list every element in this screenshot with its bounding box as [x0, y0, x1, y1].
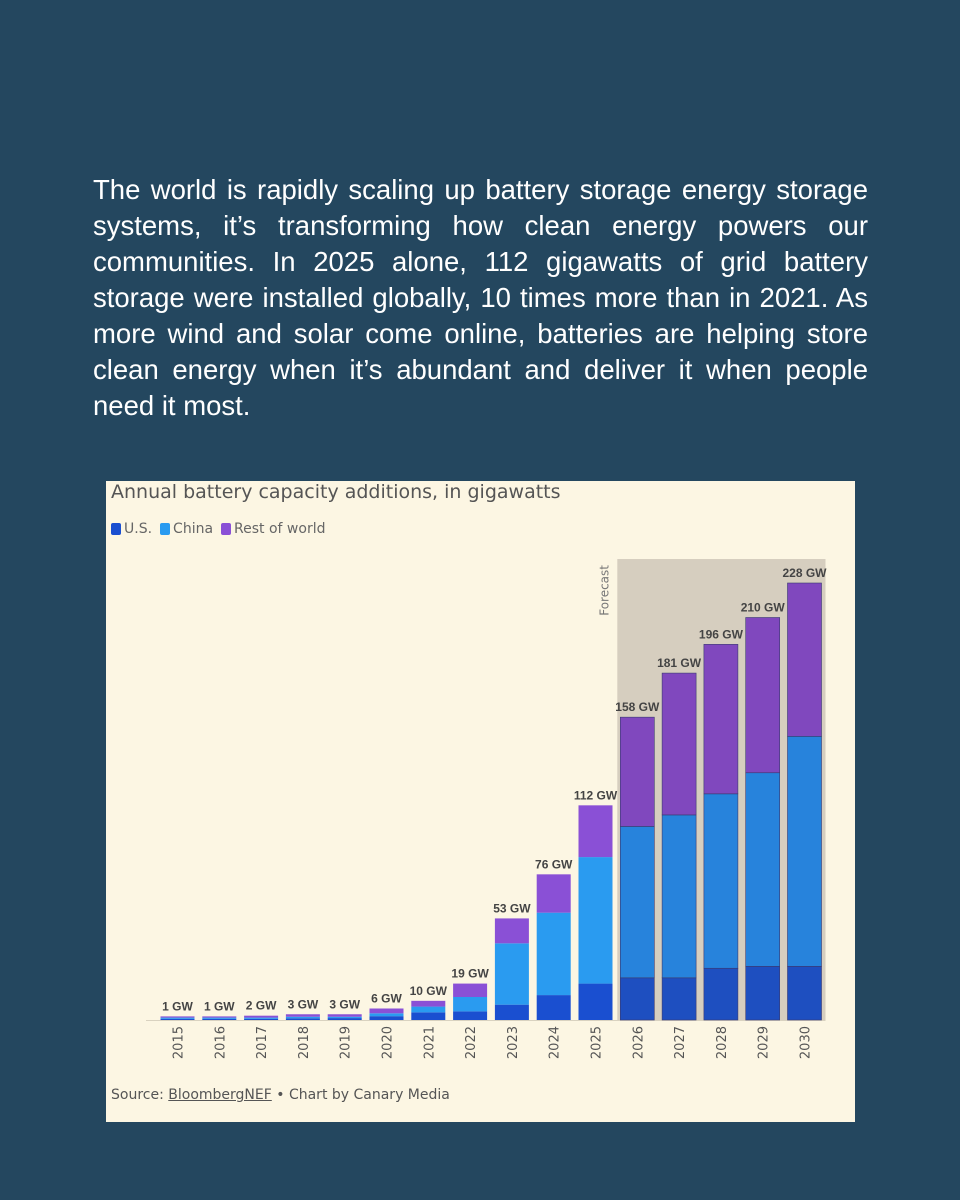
legend-swatch-us	[111, 523, 121, 535]
bar-rest-of-world-2025	[578, 805, 613, 858]
x-tick-2028: 2028	[715, 1026, 730, 1059]
bar-china-2018	[285, 1016, 320, 1019]
bar-rest-of-world-2020	[369, 1008, 404, 1014]
legend-item-rest-of-world: Rest of world	[221, 521, 325, 537]
chart-plot: Forecast 1 GW 2015 1 GW 2016 2 GW 2017 3 GW 2018…	[146, 559, 827, 1059]
bar-china-2029	[745, 772, 781, 967]
bar-us-2019	[327, 1018, 362, 1020]
bar-china-2022	[453, 997, 488, 1012]
total-label-2022: 19 GW	[451, 967, 489, 981]
bar-us-2027	[661, 977, 697, 1021]
bar-us-2023	[494, 1004, 529, 1020]
x-tick-2027: 2027	[673, 1026, 688, 1059]
bar-us-2025	[578, 983, 613, 1020]
bar-us-2026	[619, 977, 655, 1021]
bar-us-2016	[202, 1018, 237, 1020]
x-tick-2030: 2030	[799, 1026, 814, 1059]
bar-china-2026	[619, 826, 655, 979]
total-label-2020: 6 GW	[371, 992, 402, 1006]
x-tick-2023: 2023	[506, 1026, 521, 1059]
bar-rest-of-world-2028	[703, 644, 739, 795]
bar-rest-of-world-2018	[285, 1014, 320, 1017]
source-suffix: • Chart by Canary Media	[271, 1087, 450, 1103]
bar-us-2017	[244, 1018, 279, 1020]
x-tick-2018: 2018	[297, 1026, 312, 1059]
chart-source: Source: BloombergNEF • Chart by Canary M…	[111, 1087, 450, 1103]
bar-us-2029	[745, 966, 781, 1021]
bar-rest-of-world-2030	[787, 582, 822, 737]
legend-item-china: China	[160, 521, 213, 537]
bar-rest-of-world-2019	[327, 1014, 362, 1017]
bar-us-2022	[453, 1011, 488, 1020]
source-prefix: Source:	[111, 1087, 169, 1103]
bar-rest-of-world-2021	[411, 1000, 446, 1007]
forecast-label: Forecast	[597, 565, 611, 616]
legend-label-us: U.S.	[124, 521, 153, 537]
bar-us-2021	[411, 1012, 446, 1020]
x-tick-2025: 2025	[590, 1026, 605, 1059]
chart-title: Annual battery capacity additions, in gi…	[111, 481, 561, 503]
bar-china-2025	[578, 857, 613, 984]
bar-rest-of-world-2027	[661, 672, 697, 816]
bar-us-2015	[160, 1018, 195, 1020]
bar-us-2018	[285, 1018, 320, 1020]
x-tick-2020: 2020	[381, 1026, 396, 1059]
source-link[interactable]: BloombergNEF	[168, 1087, 272, 1103]
bar-us-2020	[369, 1016, 404, 1020]
bar-us-2030	[787, 966, 822, 1021]
total-label-2028: 196 GW	[699, 627, 744, 641]
total-label-2030: 228 GW	[782, 566, 827, 580]
bar-china-2020	[369, 1013, 404, 1017]
bar-china-2021	[411, 1006, 446, 1013]
bar-rest-of-world-2023	[494, 918, 529, 944]
x-tick-2016: 2016	[213, 1026, 228, 1059]
total-label-2026: 158 GW	[615, 700, 660, 714]
bar-china-2015	[160, 1017, 195, 1019]
total-label-2018: 3 GW	[288, 997, 319, 1011]
total-label-2029: 210 GW	[741, 601, 786, 615]
legend-item-us: U.S.	[111, 521, 152, 537]
bar-rest-of-world-2024	[536, 874, 571, 913]
bar-us-2024	[536, 995, 571, 1020]
chart-card: Annual battery capacity additions, in gi…	[106, 481, 855, 1122]
total-label-2016: 1 GW	[204, 999, 235, 1013]
legend-label-rest-of-world: Rest of world	[234, 521, 326, 537]
legend-label-china: China	[173, 521, 214, 537]
bar-rest-of-world-2017	[244, 1015, 279, 1018]
total-label-2024: 76 GW	[535, 857, 573, 871]
x-tick-2024: 2024	[548, 1026, 563, 1059]
total-label-2025: 112 GW	[574, 788, 618, 802]
bar-rest-of-world-2015	[160, 1016, 195, 1018]
bar-rest-of-world-2016	[202, 1016, 237, 1018]
total-label-2019: 3 GW	[329, 997, 360, 1011]
bar-china-2023	[494, 943, 529, 1005]
bar-us-2028	[703, 967, 739, 1021]
x-tick-2019: 2019	[339, 1026, 354, 1059]
bar-china-2027	[661, 814, 697, 979]
bar-rest-of-world-2022	[453, 983, 488, 997]
bar-china-2017	[244, 1017, 279, 1019]
bar-rest-of-world-2029	[745, 617, 781, 774]
total-label-2023: 53 GW	[493, 901, 531, 915]
total-label-2015: 1 GW	[162, 999, 193, 1013]
bar-china-2030	[787, 736, 822, 967]
intro-paragraph: The world is rapidly scaling up battery …	[93, 174, 868, 421]
legend-swatch-rest-of-world	[221, 523, 232, 535]
chart-legend: U.S. China Rest of world	[111, 521, 325, 537]
bar-rest-of-world-2026	[619, 716, 655, 827]
x-tick-2021: 2021	[422, 1026, 437, 1059]
total-label-2017: 2 GW	[246, 999, 277, 1013]
x-tick-2026: 2026	[631, 1026, 646, 1059]
bar-china-2019	[327, 1016, 362, 1019]
x-tick-2017: 2017	[255, 1026, 270, 1059]
x-tick-2029: 2029	[757, 1026, 772, 1059]
bar-china-2016	[202, 1017, 237, 1019]
total-label-2021: 10 GW	[410, 984, 448, 998]
x-tick-2022: 2022	[464, 1026, 479, 1059]
bar-china-2028	[703, 793, 739, 969]
total-label-2027: 181 GW	[657, 656, 702, 670]
x-tick-2015: 2015	[172, 1026, 187, 1059]
legend-swatch-china	[160, 523, 171, 535]
bar-china-2024	[536, 912, 571, 996]
